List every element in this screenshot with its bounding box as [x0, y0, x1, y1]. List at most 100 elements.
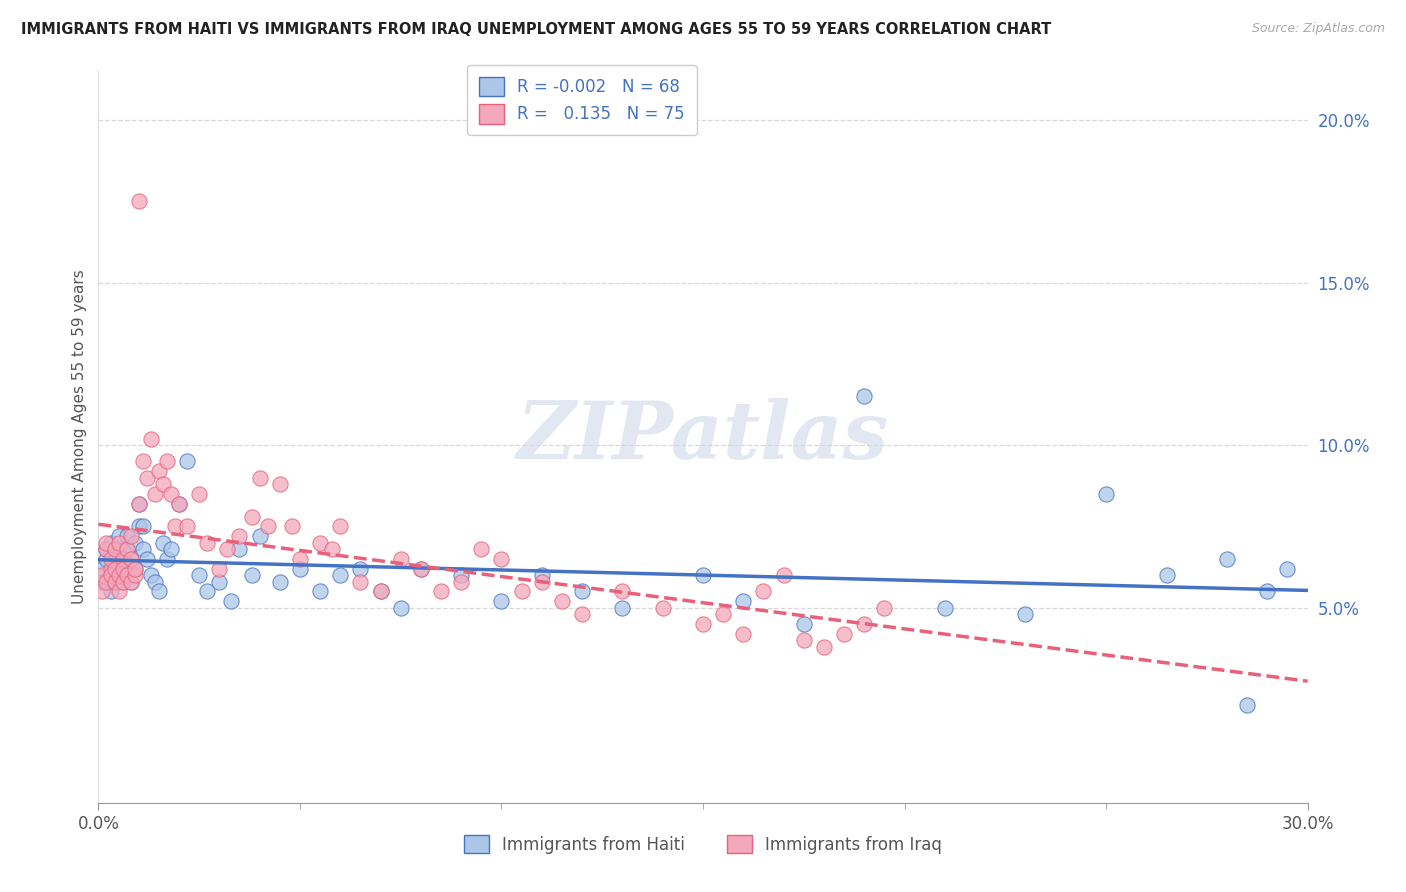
Point [217, 542, 239, 557]
Point [269, 477, 291, 491]
Point [450, 568, 472, 582]
Point [100, 535, 122, 549]
Point [571, 607, 593, 622]
Point [120, 552, 142, 566]
Point [329, 568, 352, 582]
Point [107, 558, 129, 573]
Point [793, 617, 815, 632]
Point [349, 562, 371, 576]
Point [115, 542, 138, 557]
Point [510, 584, 533, 599]
Point [692, 617, 714, 632]
Point [143, 487, 166, 501]
Point [491, 552, 513, 566]
Point [100, 562, 122, 576]
Point [711, 607, 734, 622]
Point [240, 568, 263, 582]
Point [152, 535, 174, 549]
Point [115, 568, 138, 582]
Point [124, 535, 146, 549]
Point [107, 535, 129, 549]
Point [115, 542, 138, 557]
Point [281, 519, 304, 533]
Point [1014, 607, 1036, 622]
Point [128, 194, 150, 209]
Point [389, 552, 412, 566]
Point [103, 562, 125, 576]
Point [96, 542, 118, 557]
Point [96, 574, 118, 589]
Point [309, 535, 332, 549]
Point [132, 454, 155, 468]
Point [249, 471, 271, 485]
Point [221, 594, 243, 608]
Point [733, 594, 755, 608]
Point [139, 568, 162, 582]
Point [240, 509, 263, 524]
Point [135, 552, 157, 566]
Legend: Immigrants from Haiti, Immigrants from Iraq: Immigrants from Haiti, Immigrants from I… [457, 829, 949, 860]
Point [103, 574, 125, 589]
Point [571, 584, 593, 599]
Text: ZIPatlas: ZIPatlas [517, 399, 889, 475]
Point [100, 552, 122, 566]
Point [111, 562, 134, 576]
Point [152, 477, 174, 491]
Point [124, 568, 146, 582]
Point [256, 519, 278, 533]
Point [370, 584, 392, 599]
Point [551, 594, 574, 608]
Point [1236, 698, 1258, 713]
Point [148, 584, 170, 599]
Point [120, 574, 142, 589]
Point [107, 542, 129, 557]
Point [128, 497, 150, 511]
Point [111, 552, 134, 566]
Point [692, 568, 714, 582]
Point [132, 519, 155, 533]
Point [91, 584, 114, 599]
Point [853, 389, 876, 403]
Point [160, 487, 183, 501]
Point [772, 568, 794, 582]
Point [163, 519, 186, 533]
Point [651, 600, 673, 615]
Point [1277, 562, 1299, 576]
Y-axis label: Unemployment Among Ages 55 to 59 years: Unemployment Among Ages 55 to 59 years [72, 269, 87, 605]
Point [160, 542, 183, 557]
Text: IMMIGRANTS FROM HAITI VS IMMIGRANTS FROM IRAQ UNEMPLOYMENT AMONG AGES 55 TO 59 Y: IMMIGRANTS FROM HAITI VS IMMIGRANTS FROM… [21, 22, 1052, 37]
Point [491, 594, 513, 608]
Point [148, 464, 170, 478]
Point [349, 574, 371, 589]
Point [120, 529, 142, 543]
Point [176, 454, 198, 468]
Point [450, 574, 472, 589]
Point [91, 568, 114, 582]
Point [612, 600, 634, 615]
Point [188, 568, 211, 582]
Point [103, 562, 125, 576]
Point [107, 568, 129, 582]
Point [288, 552, 311, 566]
Point [832, 626, 855, 640]
Point [470, 542, 492, 557]
Point [111, 574, 134, 589]
Point [288, 562, 311, 576]
Point [813, 640, 835, 654]
Point [853, 617, 876, 632]
Point [208, 574, 231, 589]
Point [934, 600, 956, 615]
Point [107, 529, 129, 543]
Point [96, 552, 118, 566]
Point [321, 542, 343, 557]
Point [409, 562, 432, 576]
Point [135, 471, 157, 485]
Point [249, 529, 271, 543]
Point [873, 600, 896, 615]
Point [733, 626, 755, 640]
Point [107, 584, 129, 599]
Point [793, 633, 815, 648]
Point [309, 584, 332, 599]
Point [100, 568, 122, 582]
Point [167, 497, 190, 511]
